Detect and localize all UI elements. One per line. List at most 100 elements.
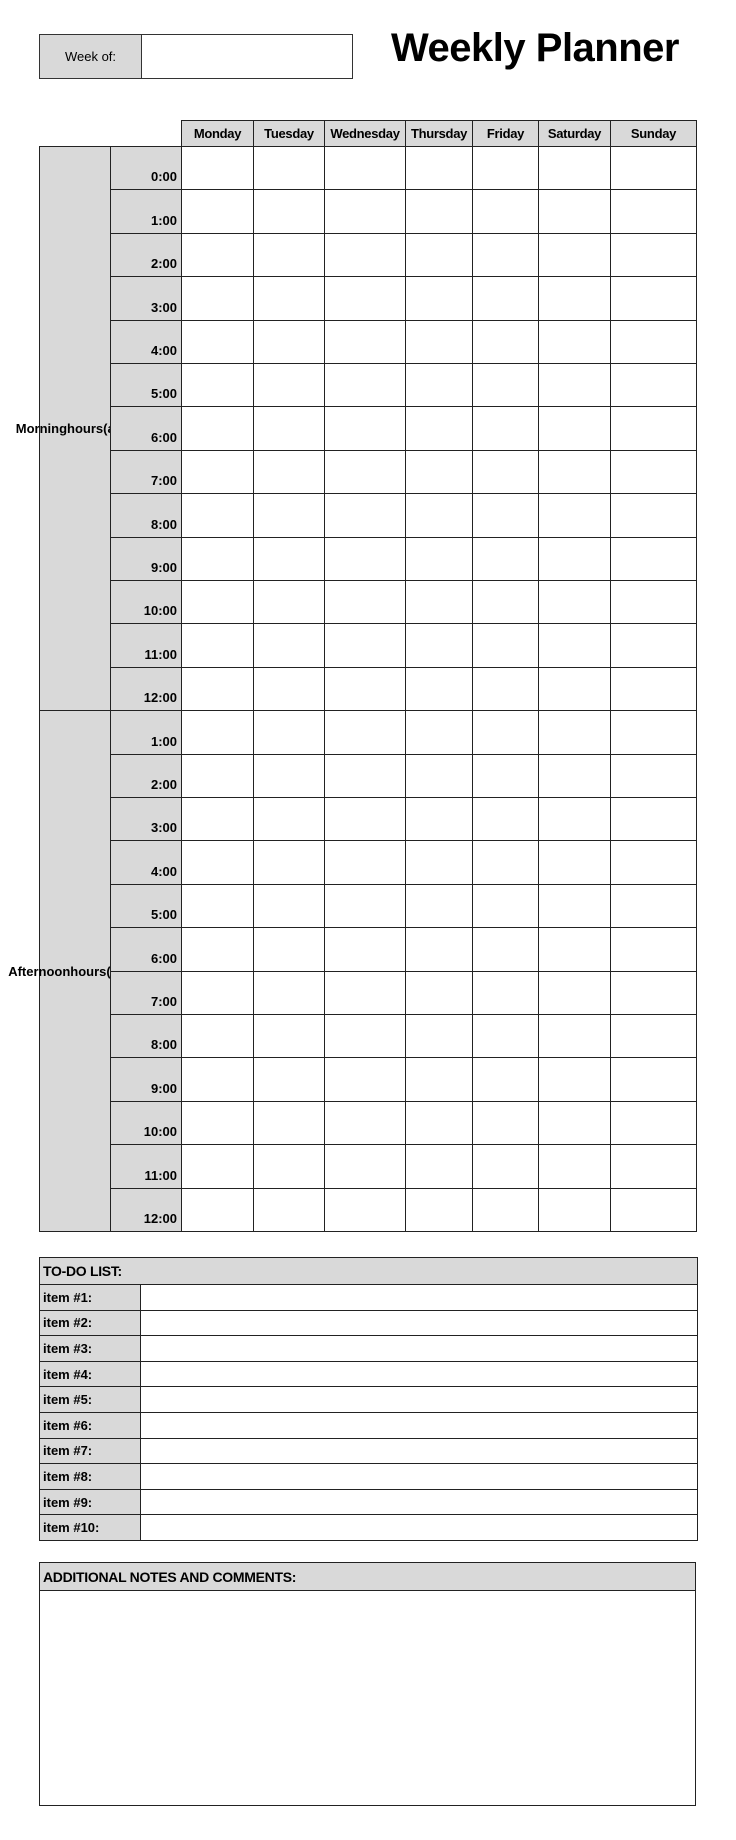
schedule-slot[interactable] bbox=[405, 666, 473, 712]
schedule-slot[interactable] bbox=[181, 666, 254, 712]
schedule-slot[interactable] bbox=[538, 276, 611, 321]
schedule-slot[interactable] bbox=[253, 406, 325, 451]
schedule-slot[interactable] bbox=[181, 970, 254, 1015]
schedule-slot[interactable] bbox=[324, 406, 406, 451]
schedule-slot[interactable] bbox=[538, 1014, 611, 1059]
schedule-slot[interactable] bbox=[472, 406, 539, 451]
schedule-slot[interactable] bbox=[472, 189, 539, 234]
schedule-slot[interactable] bbox=[472, 1014, 539, 1059]
schedule-slot[interactable] bbox=[253, 1057, 325, 1102]
schedule-slot[interactable] bbox=[405, 406, 473, 451]
schedule-slot[interactable] bbox=[472, 753, 539, 798]
schedule-slot[interactable] bbox=[324, 666, 406, 712]
schedule-slot[interactable] bbox=[472, 319, 539, 364]
schedule-slot[interactable] bbox=[538, 363, 611, 408]
schedule-slot[interactable] bbox=[253, 1144, 325, 1189]
schedule-slot[interactable] bbox=[405, 536, 473, 581]
schedule-slot[interactable] bbox=[405, 189, 473, 234]
schedule-slot[interactable] bbox=[181, 536, 254, 581]
schedule-slot[interactable] bbox=[181, 319, 254, 364]
schedule-slot[interactable] bbox=[538, 146, 611, 191]
schedule-slot[interactable] bbox=[538, 753, 611, 798]
schedule-slot[interactable] bbox=[538, 970, 611, 1015]
schedule-slot[interactable] bbox=[472, 797, 539, 842]
schedule-slot[interactable] bbox=[181, 1014, 254, 1059]
schedule-slot[interactable] bbox=[253, 623, 325, 668]
schedule-slot[interactable] bbox=[538, 1144, 611, 1189]
schedule-slot[interactable] bbox=[538, 319, 611, 364]
schedule-slot[interactable] bbox=[324, 536, 406, 581]
schedule-slot[interactable] bbox=[181, 232, 254, 278]
schedule-slot[interactable] bbox=[253, 146, 325, 191]
schedule-slot[interactable] bbox=[405, 1014, 473, 1059]
todo-item-input[interactable] bbox=[140, 1514, 698, 1541]
schedule-slot[interactable] bbox=[181, 363, 254, 408]
schedule-slot[interactable] bbox=[472, 232, 539, 278]
todo-item-input[interactable] bbox=[140, 1412, 698, 1439]
schedule-slot[interactable] bbox=[405, 232, 473, 278]
schedule-slot[interactable] bbox=[472, 1144, 539, 1189]
schedule-slot[interactable] bbox=[324, 840, 406, 885]
schedule-slot[interactable] bbox=[610, 666, 697, 712]
schedule-slot[interactable] bbox=[538, 580, 611, 625]
schedule-slot[interactable] bbox=[324, 493, 406, 538]
schedule-slot[interactable] bbox=[181, 1187, 254, 1232]
schedule-slot[interactable] bbox=[610, 319, 697, 364]
schedule-slot[interactable] bbox=[610, 797, 697, 842]
schedule-slot[interactable] bbox=[472, 363, 539, 408]
schedule-slot[interactable] bbox=[253, 189, 325, 234]
schedule-slot[interactable] bbox=[405, 1057, 473, 1102]
schedule-slot[interactable] bbox=[472, 883, 539, 929]
schedule-slot[interactable] bbox=[253, 927, 325, 972]
schedule-slot[interactable] bbox=[538, 883, 611, 929]
schedule-slot[interactable] bbox=[610, 1014, 697, 1059]
schedule-slot[interactable] bbox=[324, 1100, 406, 1146]
schedule-slot[interactable] bbox=[610, 840, 697, 885]
schedule-slot[interactable] bbox=[181, 406, 254, 451]
schedule-slot[interactable] bbox=[472, 927, 539, 972]
schedule-slot[interactable] bbox=[538, 189, 611, 234]
schedule-slot[interactable] bbox=[253, 1100, 325, 1146]
schedule-slot[interactable] bbox=[610, 1100, 697, 1146]
schedule-slot[interactable] bbox=[324, 189, 406, 234]
schedule-slot[interactable] bbox=[538, 1100, 611, 1146]
schedule-slot[interactable] bbox=[253, 753, 325, 798]
schedule-slot[interactable] bbox=[324, 146, 406, 191]
schedule-slot[interactable] bbox=[405, 319, 473, 364]
schedule-slot[interactable] bbox=[181, 276, 254, 321]
schedule-slot[interactable] bbox=[538, 449, 611, 495]
schedule-slot[interactable] bbox=[472, 840, 539, 885]
schedule-slot[interactable] bbox=[181, 1144, 254, 1189]
schedule-slot[interactable] bbox=[253, 797, 325, 842]
schedule-slot[interactable] bbox=[538, 536, 611, 581]
notes-area[interactable] bbox=[39, 1590, 696, 1806]
schedule-slot[interactable] bbox=[253, 1014, 325, 1059]
schedule-slot[interactable] bbox=[405, 840, 473, 885]
schedule-slot[interactable] bbox=[538, 710, 611, 755]
schedule-slot[interactable] bbox=[405, 970, 473, 1015]
schedule-slot[interactable] bbox=[405, 1100, 473, 1146]
schedule-slot[interactable] bbox=[405, 753, 473, 798]
schedule-slot[interactable] bbox=[181, 449, 254, 495]
todo-item-input[interactable] bbox=[140, 1335, 698, 1362]
schedule-slot[interactable] bbox=[405, 797, 473, 842]
schedule-slot[interactable] bbox=[472, 580, 539, 625]
schedule-slot[interactable] bbox=[610, 189, 697, 234]
schedule-slot[interactable] bbox=[324, 449, 406, 495]
schedule-slot[interactable] bbox=[253, 449, 325, 495]
schedule-slot[interactable] bbox=[610, 710, 697, 755]
todo-item-input[interactable] bbox=[140, 1463, 698, 1490]
schedule-slot[interactable] bbox=[472, 623, 539, 668]
todo-item-input[interactable] bbox=[140, 1488, 698, 1516]
todo-item-input[interactable] bbox=[140, 1437, 698, 1465]
schedule-slot[interactable] bbox=[610, 753, 697, 798]
schedule-slot[interactable] bbox=[324, 970, 406, 1015]
schedule-slot[interactable] bbox=[181, 883, 254, 929]
schedule-slot[interactable] bbox=[538, 493, 611, 538]
schedule-slot[interactable] bbox=[181, 840, 254, 885]
schedule-slot[interactable] bbox=[405, 580, 473, 625]
schedule-slot[interactable] bbox=[253, 840, 325, 885]
schedule-slot[interactable] bbox=[472, 493, 539, 538]
schedule-slot[interactable] bbox=[324, 1144, 406, 1189]
schedule-slot[interactable] bbox=[538, 666, 611, 712]
